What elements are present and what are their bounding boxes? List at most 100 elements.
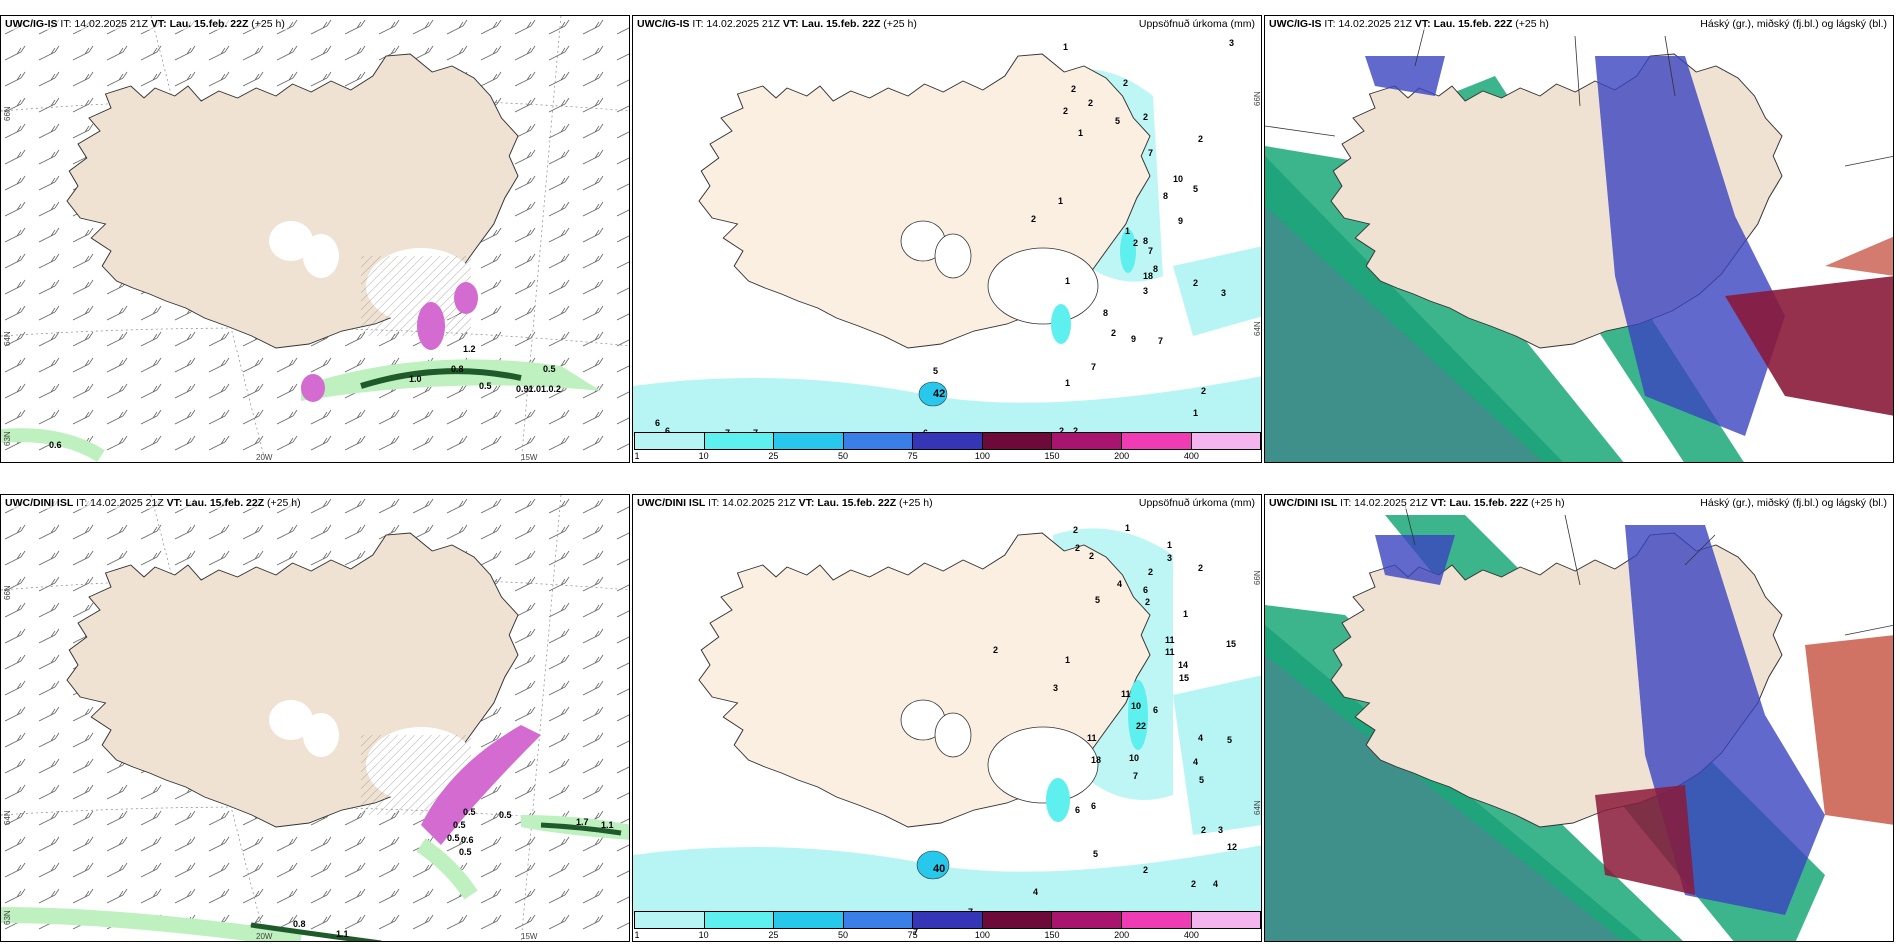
colorbar-swatch [635,433,705,449]
value-label: 0.6 [461,835,474,845]
precip-value-label: 3 [1221,288,1227,298]
colorbar-tick-label: 200 [1114,451,1130,461]
precip-value-label: 1 [1065,655,1071,665]
precip-value-label: 5 [1115,116,1121,126]
precip-value-label: 5 [1199,775,1205,785]
precip-value-label: 2 [1143,112,1149,122]
precip-value-label: 2 [1088,98,1094,108]
value-label: 0.5 [499,810,512,820]
precip-value-label: 10 [1129,753,1140,763]
colorbar-tick-label: 75 [907,930,918,940]
lat-label: 66N [3,585,12,600]
precip-value-label: 10 [1131,701,1142,711]
precip-value-label: 4 [1033,887,1039,897]
precip-value-label: 1 [1125,226,1131,236]
precip-value-label: 4 [1117,579,1123,589]
precip-value-label: 2 [1201,386,1207,396]
colorbar-swatch [982,912,1053,928]
precip-value-label: 1 [1183,609,1189,619]
lat-label: 63N [3,910,12,925]
colorbar-tick-label: 150 [1044,930,1060,940]
precip-value-label: 5 [1095,595,1101,605]
lat-label: 66N [1253,570,1262,585]
lat-label: 66N [1253,91,1262,106]
precip-value-label: 4 [1193,757,1199,767]
panel-right-title: Háský (gr.), miðský (fj.bl.) og lágský (… [1700,497,1887,509]
panel-title: UWC/DINI ISL IT: 14.02.2025 21Z VT: Lau.… [3,497,303,509]
value-label: 0.5 [459,847,472,857]
precip-value-label: 11 [1121,689,1131,699]
precip-value-label: 40 [933,863,946,875]
precip-value-label: 2 [1143,865,1149,875]
precip-value-label: 2 [1201,825,1207,835]
lon-label: 20W [256,932,273,941]
colorbar-tick-label: 75 [907,451,918,461]
panel-title: UWC/IG-IS IT: 14.02.2025 21Z VT: Lau. 15… [1267,18,1551,30]
lat-label: 64N [1253,321,1262,336]
precip-value-label: 18 [1143,271,1154,281]
precip-value-label: 3 [1229,38,1235,48]
precip-value-label: 6 [1153,705,1159,715]
precip-value-label: 2 [1059,426,1065,436]
precip-value-label: 4 [1198,733,1204,743]
value-label: 0.8 [293,919,306,929]
map-canvas [633,528,1261,915]
precip-value-label: 8 [1153,264,1159,274]
panel-title: UWC/DINI ISL IT: 14.02.2025 21Z VT: Lau.… [1267,497,1567,509]
precip-value-label: 3 [1167,553,1173,563]
precip-value-label: 2 [1063,106,1069,116]
colorbar: 1 10 25 50 75 100 150 200 400 [633,432,1261,462]
precip-value-label: 6 [1143,585,1149,595]
value-label: 1.1 [336,929,349,939]
precip-value-label: 5 [1093,849,1099,859]
colorbar-swatch [843,433,914,449]
precip-value-label: 1 [1167,540,1173,550]
precip-value-label: 7 [1148,246,1154,256]
lat-label: 64N [3,331,12,346]
precip-value-label: 6 [1091,801,1097,811]
precip-value-label: 5 [933,366,939,376]
precip-value-label: 2 [1075,543,1081,553]
colorbar-tick-label: 200 [1114,930,1130,940]
precip-value-label: 5 [1193,184,1199,194]
precip-value-label: 2 [1193,278,1199,288]
precip-value-label: 8 [1163,191,1169,201]
panel-title: UWC/IG-IS IT: 14.02.2025 21Z VT: Lau. 15… [635,18,919,30]
precip-value-label: 1 [1063,42,1069,52]
precip-value-label: 22 [1136,721,1147,731]
precip-value-label: 2 [1198,134,1204,144]
precip-value-label: 4 [1213,879,1219,889]
precip-value-label: 11 [1165,647,1175,657]
panel-wind-gust-igis: UWC/IG-IS IT: 14.02.2025 21Z VT: Lau. 15… [0,15,630,463]
precip-value-label: 5 [1227,735,1233,745]
value-label: 0.5 [463,807,476,817]
precip-value-label: 8 [1143,236,1149,246]
colorbar-tick-label: 1 [634,451,640,461]
precip-value-label: 2 [1133,238,1139,248]
precip-value-label: 2 [1089,551,1095,561]
precip-value-label: 1 [1065,378,1071,388]
lat-label: 66N [3,106,12,121]
value-label: 0.8 [451,364,464,374]
colorbar-tick-label: 100 [974,451,990,461]
colorbar-swatch [1191,912,1261,928]
panel-wind-gust-dini: UWC/DINI ISL IT: 14.02.2025 21Z VT: Lau.… [0,494,630,942]
colorbar-tick-label: 50 [837,451,849,461]
colorbar-tick-label: 50 [837,930,849,940]
panel-right-title: Háský (gr.), miðský (fj.bl.) og lágský (… [1700,18,1887,30]
precip-value-label: 2 [1145,597,1151,607]
precip-value-label: 14 [1178,660,1189,670]
precip-value-label: 7 [1133,771,1139,781]
colorbar-swatch [704,433,775,449]
precip-value-label: 2 [1073,426,1079,436]
precip-value-label: 3 [1053,683,1059,693]
precip-value-label: 12 [1227,842,1238,852]
colorbar-swatch [1052,433,1122,449]
panel-clouds-dini: UWC/DINI ISL IT: 14.02.2025 21Z VT: Lau.… [1264,494,1894,942]
precip-value-label: 7 [913,927,919,937]
colorbar-tick-label: 150 [1044,451,1060,461]
value-label: 0.6 [49,440,62,450]
precip-value-label: 6 [665,426,671,436]
precip-value-label: 2 [1031,214,1037,224]
precip-value-label: 6 [1075,805,1081,815]
